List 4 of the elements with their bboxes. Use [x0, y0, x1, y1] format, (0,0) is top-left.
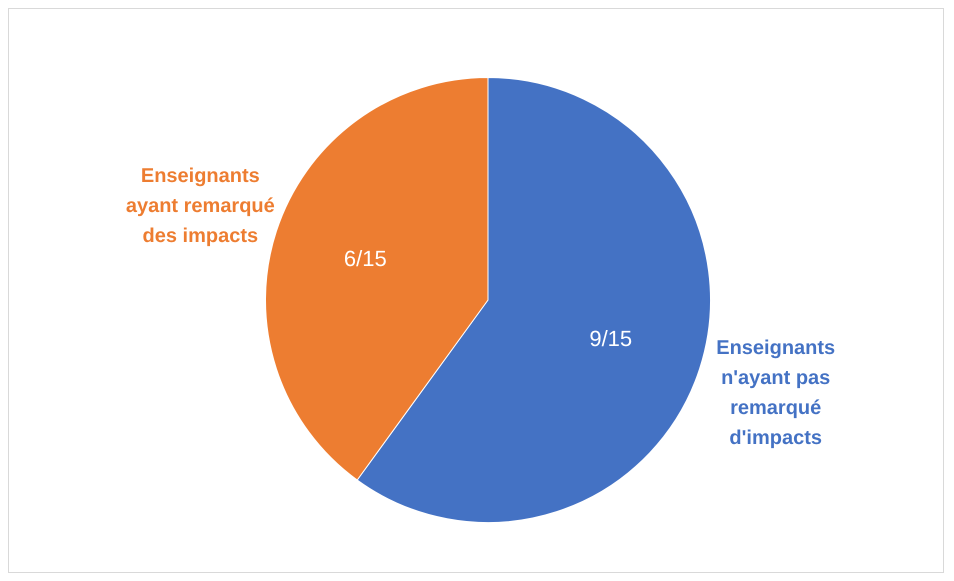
data-label: 9/15	[589, 326, 632, 351]
slice-label: Enseignants n'ayant pas remarqué d'impacts	[716, 336, 836, 449]
data-label: 6/15	[344, 246, 387, 272]
slice-label: Enseignants ayant remarqué des impacts	[126, 165, 275, 248]
